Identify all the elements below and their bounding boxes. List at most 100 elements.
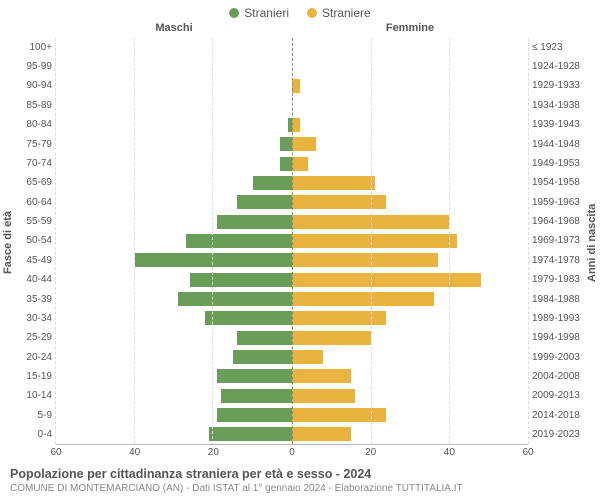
column-headers: Maschi Femmine — [56, 22, 528, 38]
bar-male — [217, 369, 292, 383]
age-label: 0-4 — [16, 426, 52, 445]
bar-male — [205, 311, 292, 325]
birth-label: 1934-1938 — [532, 96, 584, 115]
birth-label: 1954-1958 — [532, 174, 584, 193]
x-tick: 40 — [444, 447, 455, 458]
bar-female — [292, 215, 449, 229]
age-label: 95-99 — [16, 57, 52, 76]
birth-label: 2004-2008 — [532, 367, 584, 386]
bars-area — [56, 38, 528, 444]
center-line — [292, 38, 293, 444]
birth-label: 2019-2023 — [532, 426, 584, 445]
age-label: 90-94 — [16, 77, 52, 96]
bar-male — [186, 234, 292, 248]
header-female: Femmine — [292, 22, 528, 38]
bar-female — [292, 137, 316, 151]
bar-female — [292, 408, 386, 422]
bar-male — [237, 331, 292, 345]
legend-item-female: Straniere — [307, 6, 371, 20]
bar-female — [292, 176, 375, 190]
age-label: 50-54 — [16, 232, 52, 251]
legend-label-male: Stranieri — [244, 6, 289, 20]
birth-label: 2014-2018 — [532, 406, 584, 425]
age-label: 30-34 — [16, 309, 52, 328]
age-label: 65-69 — [16, 174, 52, 193]
bar-male — [135, 253, 292, 267]
age-label: 70-74 — [16, 154, 52, 173]
bar-female — [292, 311, 386, 325]
y-axis-right-title: Anni di nascita — [584, 22, 600, 463]
plot — [56, 38, 528, 445]
x-tick: 20 — [365, 447, 376, 458]
birth-label: 1964-1968 — [532, 212, 584, 231]
birth-label: 1949-1953 — [532, 154, 584, 173]
age-label: 35-39 — [16, 290, 52, 309]
birth-label: 1979-1983 — [532, 271, 584, 290]
y-axis-left-labels: 100+95-9990-9485-8980-8475-7970-7465-696… — [16, 22, 56, 463]
bar-female — [292, 427, 351, 441]
age-label: 15-19 — [16, 367, 52, 386]
chart-footer: Popolazione per cittadinanza straniera p… — [0, 463, 600, 500]
legend: Stranieri Straniere — [0, 0, 600, 22]
birth-label: 1984-1988 — [532, 290, 584, 309]
age-label: 75-79 — [16, 135, 52, 154]
legend-swatch-male — [229, 8, 239, 18]
population-pyramid-chart: Stranieri Straniere Fasce di età 100+95-… — [0, 0, 600, 500]
age-label: 25-29 — [16, 329, 52, 348]
header-male: Maschi — [56, 22, 292, 38]
bar-female — [292, 331, 371, 345]
plot-area: Fasce di età 100+95-9990-9485-8980-8475-… — [0, 22, 600, 463]
y-axis-right-labels: ≤ 19231924-19281929-19331934-19381939-19… — [528, 22, 584, 463]
birth-label: 1924-1928 — [532, 57, 584, 76]
bar-female — [292, 79, 300, 93]
age-label: 45-49 — [16, 251, 52, 270]
chart-title: Popolazione per cittadinanza straniera p… — [10, 467, 590, 481]
age-label: 40-44 — [16, 271, 52, 290]
bar-male — [253, 176, 292, 190]
birth-label: ≤ 1923 — [532, 38, 584, 57]
birth-label: 2009-2013 — [532, 387, 584, 406]
age-label: 60-64 — [16, 193, 52, 212]
y-axis-left-title: Fasce di età — [0, 22, 16, 463]
chart-subtitle: COMUNE DI MONTEMARCIANO (AN) - Dati ISTA… — [10, 483, 590, 494]
bar-male — [233, 350, 292, 364]
legend-label-female: Straniere — [322, 6, 371, 20]
bar-male — [280, 137, 292, 151]
birth-label: 1959-1963 — [532, 193, 584, 212]
x-tick: 60 — [522, 447, 533, 458]
birth-label: 1974-1978 — [532, 251, 584, 270]
bar-female — [292, 389, 355, 403]
age-label: 100+ — [16, 38, 52, 57]
x-axis: 0204060 204060 — [56, 445, 528, 463]
birth-label: 1994-1998 — [532, 329, 584, 348]
birth-label: 1999-2003 — [532, 348, 584, 367]
birth-label: 1969-1973 — [532, 232, 584, 251]
bar-female — [292, 350, 323, 364]
bar-male — [221, 389, 292, 403]
bar-female — [292, 157, 308, 171]
x-tick: 40 — [129, 447, 140, 458]
age-label: 80-84 — [16, 116, 52, 135]
bar-female — [292, 118, 300, 132]
bar-male — [209, 427, 292, 441]
bar-female — [292, 253, 438, 267]
bar-male — [237, 195, 292, 209]
bar-male — [178, 292, 292, 306]
bar-female — [292, 234, 457, 248]
bar-male — [217, 408, 292, 422]
legend-item-male: Stranieri — [229, 6, 289, 20]
age-label: 20-24 — [16, 348, 52, 367]
age-label: 5-9 — [16, 406, 52, 425]
x-tick: 60 — [50, 447, 61, 458]
birth-label: 1929-1933 — [532, 77, 584, 96]
age-label: 55-59 — [16, 212, 52, 231]
bar-male — [217, 215, 292, 229]
birth-label: 1944-1948 — [532, 135, 584, 154]
age-label: 10-14 — [16, 387, 52, 406]
bar-male — [280, 157, 292, 171]
x-tick: 20 — [208, 447, 219, 458]
birth-label: 1939-1943 — [532, 116, 584, 135]
bar-female — [292, 369, 351, 383]
bar-male — [190, 273, 292, 287]
bar-female — [292, 273, 481, 287]
